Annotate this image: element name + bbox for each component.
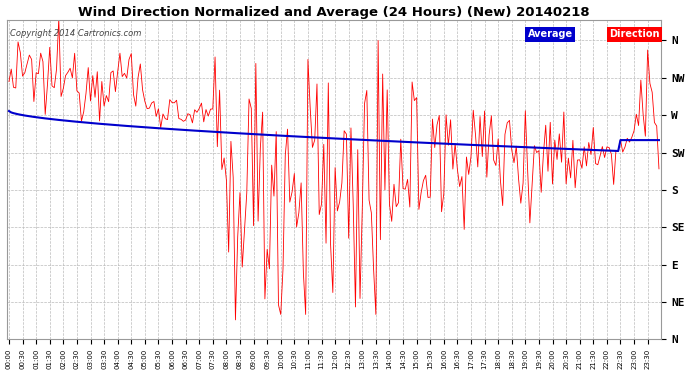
Title: Wind Direction Normalized and Average (24 Hours) (New) 20140218: Wind Direction Normalized and Average (2… (78, 6, 590, 18)
Text: Copyright 2014 Cartronics.com: Copyright 2014 Cartronics.com (10, 29, 141, 38)
Text: Average: Average (528, 29, 573, 39)
Text: Direction: Direction (609, 29, 660, 39)
